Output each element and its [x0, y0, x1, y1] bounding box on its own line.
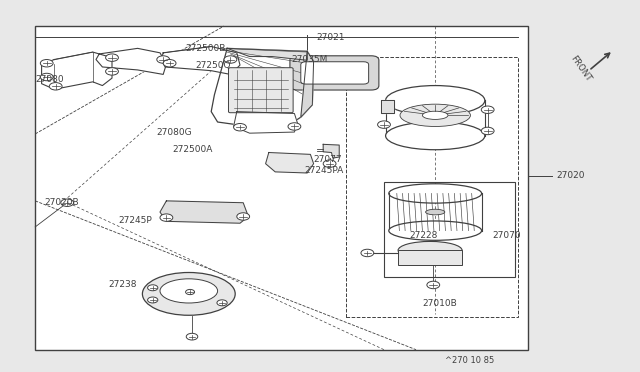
Circle shape — [323, 160, 336, 167]
Ellipse shape — [385, 86, 485, 115]
Circle shape — [186, 289, 195, 295]
Text: 272500A: 272500A — [173, 145, 213, 154]
Circle shape — [378, 121, 390, 128]
Text: 27021: 27021 — [317, 33, 346, 42]
Bar — [35, 26, 528, 350]
Circle shape — [157, 56, 170, 63]
Circle shape — [217, 300, 227, 306]
Circle shape — [186, 333, 198, 340]
Circle shape — [61, 199, 74, 206]
Polygon shape — [301, 51, 314, 117]
Text: 27070: 27070 — [493, 231, 522, 240]
Circle shape — [148, 297, 158, 303]
Circle shape — [481, 106, 494, 113]
Circle shape — [163, 60, 176, 67]
Text: FRONT: FRONT — [568, 54, 593, 83]
Polygon shape — [323, 144, 339, 158]
Text: 27020B: 27020B — [45, 198, 79, 207]
Text: 27080G: 27080G — [157, 128, 193, 137]
Polygon shape — [381, 100, 394, 113]
Ellipse shape — [389, 221, 482, 240]
Text: 27077: 27077 — [314, 155, 342, 164]
Ellipse shape — [142, 272, 236, 315]
Circle shape — [237, 213, 250, 220]
Ellipse shape — [160, 279, 218, 303]
Circle shape — [361, 249, 374, 257]
Circle shape — [224, 56, 237, 63]
Circle shape — [427, 281, 440, 289]
Polygon shape — [234, 112, 298, 133]
Polygon shape — [211, 48, 314, 126]
Ellipse shape — [398, 241, 462, 259]
FancyBboxPatch shape — [301, 62, 369, 84]
Bar — [398, 250, 462, 265]
Circle shape — [40, 73, 53, 81]
Circle shape — [106, 54, 118, 61]
Text: 27250Q: 27250Q — [195, 61, 230, 70]
Circle shape — [234, 124, 246, 131]
Circle shape — [106, 68, 118, 75]
Ellipse shape — [426, 209, 445, 215]
Circle shape — [160, 214, 173, 221]
Text: 27080: 27080 — [35, 76, 64, 84]
Bar — [346, 57, 518, 317]
Ellipse shape — [422, 111, 448, 119]
Polygon shape — [96, 48, 166, 74]
Text: ^270 10 85: ^270 10 85 — [445, 356, 494, 365]
Circle shape — [148, 285, 158, 291]
Bar — [384, 182, 515, 277]
FancyBboxPatch shape — [290, 56, 379, 90]
Text: 27238: 27238 — [109, 280, 138, 289]
Circle shape — [40, 60, 53, 67]
Polygon shape — [266, 153, 314, 173]
Circle shape — [288, 123, 301, 130]
Text: 27010B: 27010B — [422, 299, 457, 308]
Polygon shape — [161, 46, 240, 74]
Circle shape — [481, 127, 494, 135]
Polygon shape — [42, 52, 112, 89]
Ellipse shape — [400, 104, 470, 126]
Text: 272500B: 272500B — [186, 44, 226, 53]
Circle shape — [49, 83, 62, 90]
Ellipse shape — [389, 184, 482, 203]
Text: 27245PA: 27245PA — [304, 166, 343, 174]
FancyBboxPatch shape — [228, 68, 293, 113]
Text: 27245P: 27245P — [118, 216, 152, 225]
Polygon shape — [227, 48, 307, 60]
Text: 27020: 27020 — [557, 171, 586, 180]
Polygon shape — [160, 201, 248, 223]
Text: 27035M: 27035M — [291, 55, 328, 64]
Text: 27228: 27228 — [410, 231, 438, 240]
Ellipse shape — [385, 122, 485, 150]
